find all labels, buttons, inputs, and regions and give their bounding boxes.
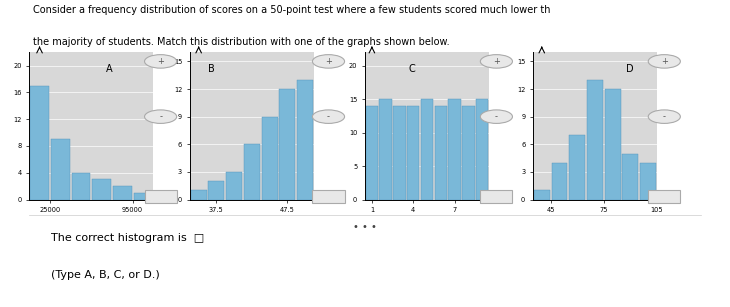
Bar xyxy=(604,89,620,200)
Bar xyxy=(297,80,313,200)
Bar xyxy=(134,193,153,200)
Text: The correct histogram is  □: The correct histogram is □ xyxy=(51,233,204,243)
Text: A: A xyxy=(106,64,112,74)
Bar xyxy=(226,172,242,200)
Bar xyxy=(448,99,461,200)
Text: C: C xyxy=(409,64,415,74)
Bar xyxy=(476,99,488,200)
Text: (Type A, B, C, or D.): (Type A, B, C, or D.) xyxy=(51,270,160,280)
Text: B: B xyxy=(209,64,215,74)
Bar xyxy=(462,106,475,200)
Bar xyxy=(92,180,111,200)
Text: Consider a frequency distribution of scores on a 50-point test where a few stude: Consider a frequency distribution of sco… xyxy=(33,5,550,15)
Text: +: + xyxy=(325,57,332,66)
Text: -: - xyxy=(327,112,330,121)
Text: -: - xyxy=(159,112,162,121)
Bar xyxy=(407,106,420,200)
Bar xyxy=(434,106,447,200)
Text: • • •: • • • xyxy=(353,222,377,232)
Bar xyxy=(393,106,406,200)
Text: +: + xyxy=(493,57,500,66)
Bar xyxy=(569,135,585,200)
Bar xyxy=(244,144,260,200)
Bar xyxy=(366,106,378,200)
Text: D: D xyxy=(626,64,634,74)
Bar xyxy=(280,89,295,200)
Bar xyxy=(191,190,207,200)
Bar xyxy=(261,117,277,200)
Text: -: - xyxy=(495,112,498,121)
Text: -: - xyxy=(663,112,666,121)
Text: the majority of students. Match this distribution with one of the graphs shown b: the majority of students. Match this dis… xyxy=(33,37,450,47)
Bar xyxy=(534,190,550,200)
Bar xyxy=(587,80,603,200)
Bar xyxy=(51,139,69,200)
Text: +: + xyxy=(157,57,164,66)
Bar xyxy=(380,99,392,200)
Bar xyxy=(640,163,656,200)
Bar xyxy=(552,163,567,200)
Bar xyxy=(113,186,131,200)
Bar xyxy=(623,154,638,200)
Bar xyxy=(72,173,91,200)
Bar xyxy=(30,86,49,200)
Bar xyxy=(209,181,224,200)
Text: +: + xyxy=(661,57,668,66)
Bar xyxy=(420,99,434,200)
